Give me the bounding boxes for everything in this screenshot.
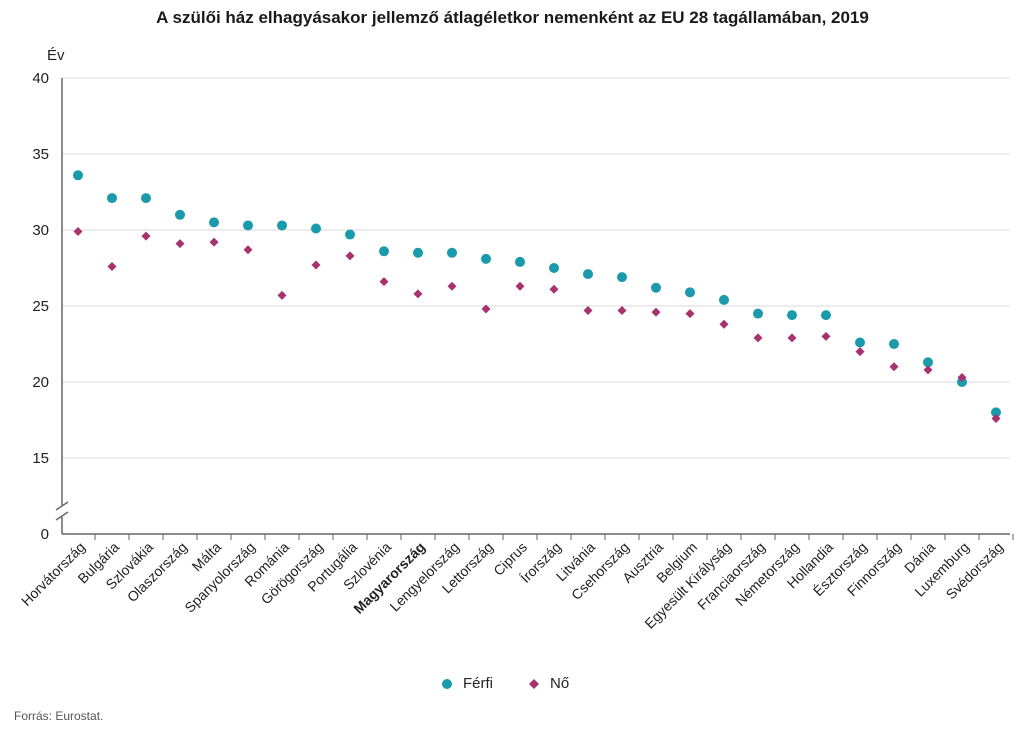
data-point-no — [379, 277, 389, 287]
source-note: Forrás: Eurostat. — [14, 709, 104, 723]
data-point-ferfi — [311, 223, 321, 234]
data-point-no — [413, 289, 423, 299]
legend-item-no: Nő — [528, 675, 569, 692]
data-point-ferfi — [549, 263, 559, 273]
data-point-no — [243, 245, 253, 255]
data-point-no — [719, 319, 729, 329]
data-point-no — [855, 347, 865, 357]
data-point-ferfi — [73, 170, 83, 181]
data-point-ferfi — [175, 209, 185, 220]
data-point-ferfi — [345, 229, 355, 240]
legend-circle-icon — [442, 678, 452, 689]
data-point-no — [209, 237, 219, 247]
data-point-no — [889, 362, 899, 372]
data-point-ferfi — [855, 337, 865, 348]
data-point-ferfi — [923, 357, 933, 368]
data-point-ferfi — [141, 193, 151, 204]
data-point-no — [515, 281, 525, 291]
data-point-ferfi — [583, 269, 593, 280]
data-point-ferfi — [413, 247, 423, 258]
data-point-no — [651, 307, 661, 317]
data-point-no — [141, 231, 151, 241]
data-point-no — [175, 239, 185, 249]
data-point-no — [345, 251, 355, 261]
y-tick-label: 25 — [32, 298, 49, 315]
data-point-ferfi — [209, 217, 219, 228]
y-tick-label: 0 — [41, 526, 49, 543]
data-point-ferfi — [107, 193, 117, 204]
data-point-no — [617, 306, 627, 316]
data-point-ferfi — [787, 310, 797, 321]
axis-break-mark — [55, 501, 69, 511]
y-tick-label: 15 — [32, 450, 49, 467]
chart-title: A szülői ház elhagyásakor jellemző átlag… — [156, 8, 869, 27]
legend-diamond-icon — [529, 678, 539, 689]
axis-break-mark — [55, 511, 69, 521]
legend-label-ferfi: Férfi — [463, 675, 493, 692]
y-axis-label: Év — [47, 47, 65, 64]
data-point-ferfi — [889, 339, 899, 349]
data-point-no — [311, 260, 321, 270]
data-point-ferfi — [957, 377, 967, 387]
data-point-ferfi — [481, 253, 491, 264]
y-tick-label: 20 — [32, 374, 49, 391]
data-point-ferfi — [515, 256, 525, 267]
data-point-no — [107, 261, 117, 271]
data-point-ferfi — [685, 287, 695, 298]
data-point-ferfi — [753, 308, 763, 319]
y-tick-label: 30 — [32, 222, 49, 239]
data-point-ferfi — [243, 220, 253, 231]
data-point-ferfi — [651, 282, 661, 293]
legend-item-ferfi: Férfi — [441, 675, 493, 692]
data-point-no — [957, 372, 967, 382]
y-tick-label: 35 — [32, 146, 49, 163]
data-point-no — [447, 281, 457, 291]
data-point-ferfi — [447, 247, 457, 258]
data-point-no — [583, 306, 593, 316]
data-point-no — [73, 227, 83, 237]
data-point-ferfi — [277, 220, 287, 231]
data-point-no — [277, 290, 287, 300]
data-point-ferfi — [821, 310, 831, 321]
legend-label-no: Nő — [550, 675, 570, 692]
data-point-no — [549, 284, 559, 294]
data-point-ferfi — [719, 294, 729, 305]
data-point-ferfi — [991, 407, 1001, 418]
data-point-no — [753, 333, 763, 343]
data-point-ferfi — [379, 246, 389, 257]
data-point-no — [991, 413, 1001, 423]
data-point-no — [481, 304, 491, 314]
data-point-no — [787, 333, 797, 343]
data-point-ferfi — [617, 272, 627, 283]
y-tick-label: 40 — [32, 70, 49, 87]
data-point-no — [685, 309, 695, 319]
data-point-no — [821, 331, 831, 341]
data-point-no — [923, 365, 933, 375]
